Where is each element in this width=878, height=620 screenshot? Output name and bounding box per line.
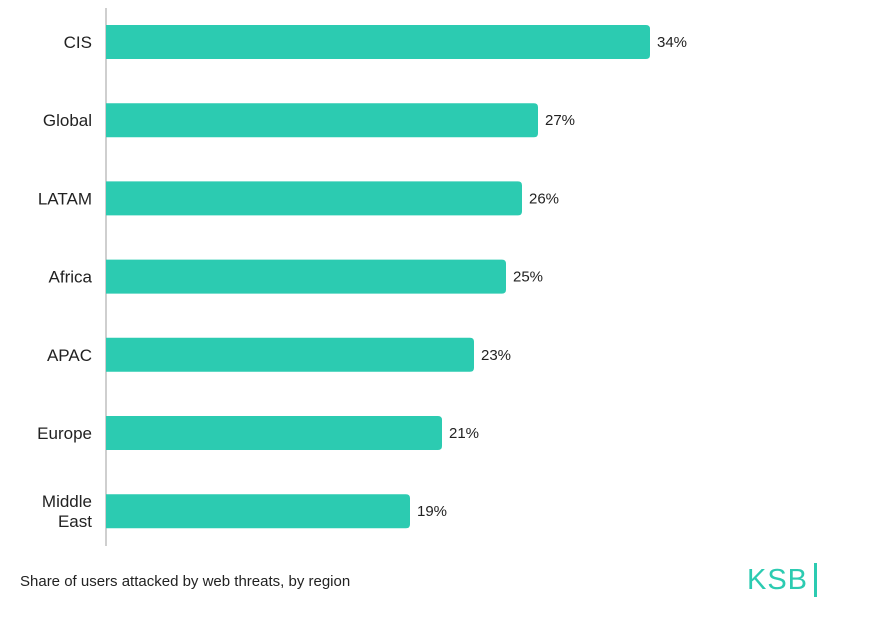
ksb-logo: KSB <box>747 563 818 597</box>
logo-text: KSB <box>747 563 809 596</box>
value-label: 23% <box>481 347 511 364</box>
category-label: CIS <box>64 33 92 52</box>
bar-middle-east <box>106 494 410 529</box>
value-label: 27% <box>545 112 575 129</box>
bar-latam <box>106 181 522 216</box>
bar-africa <box>106 259 506 294</box>
bar-chart: 34% CIS 27% Global 26% LATAM 25% Africa 23% APAC 2… <box>37 8 687 546</box>
bar-global <box>106 103 538 138</box>
value-label: 25% <box>513 269 543 286</box>
logo-bar-icon <box>814 563 818 597</box>
bar-apac <box>106 337 474 372</box>
value-label: 19% <box>417 503 447 520</box>
bar-europe <box>106 416 442 450</box>
category-label: Europe <box>37 424 92 443</box>
category-label: Africa <box>49 268 93 287</box>
value-label: 26% <box>529 190 559 207</box>
value-label: 34% <box>657 34 687 51</box>
category-label: Middle East <box>42 492 92 531</box>
value-label: 21% <box>449 425 479 442</box>
bars-group: 34% CIS 27% Global 26% LATAM 25% Africa 23% APAC 2… <box>37 25 687 531</box>
chart-caption: Share of users attacked by web threats, … <box>20 573 351 590</box>
category-label: APAC <box>47 346 92 365</box>
bar-cis <box>106 25 650 59</box>
category-label: LATAM <box>38 189 92 208</box>
category-label: Global <box>43 111 92 130</box>
